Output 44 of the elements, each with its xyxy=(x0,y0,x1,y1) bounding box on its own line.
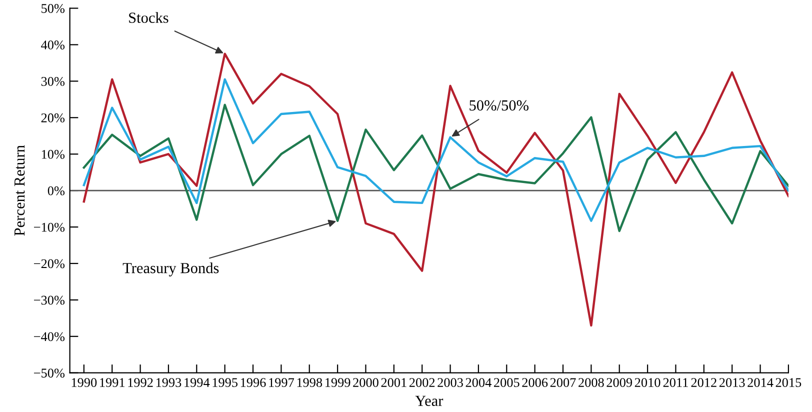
y-tick-label: 50% xyxy=(42,4,65,13)
x-tick-label: 2002 xyxy=(409,378,435,388)
x-tick-label: 1992 xyxy=(128,378,153,388)
x-tick-label: 1998 xyxy=(297,378,322,388)
x-tick-label: 2009 xyxy=(606,378,632,388)
x-tick-label: 2007 xyxy=(550,378,576,388)
x-tick-label: 2000 xyxy=(353,378,378,388)
y-tick-label: −40% xyxy=(34,332,65,342)
y-tick-label: 30% xyxy=(41,76,65,86)
x-tick-label: 2005 xyxy=(494,378,520,388)
x-tick-label: 1996 xyxy=(240,378,266,388)
x-tick-label: 1994 xyxy=(184,378,210,388)
y-tick-label: −50% xyxy=(34,368,65,378)
annotation: Treasury Bonds xyxy=(122,262,219,276)
y-tick-label: −30% xyxy=(34,296,65,305)
x-tick-label: 1993 xyxy=(156,378,182,388)
x-tick-label: 2014 xyxy=(748,378,774,388)
line-series xyxy=(82,78,788,222)
y-tick-label: −10% xyxy=(34,222,65,232)
x-tick-label: 1995 xyxy=(212,378,238,388)
annotation: 50%/50% xyxy=(470,100,528,111)
y-axis-title: Percent Return xyxy=(14,145,25,236)
y-tick-label: −20% xyxy=(34,259,65,268)
x-tick-label: 2013 xyxy=(719,378,745,388)
x-tick-label: 2008 xyxy=(578,378,604,388)
x-tick-label: 2004 xyxy=(466,378,492,388)
x-tick-label: 2003 xyxy=(438,378,463,388)
y-tick-label: 10% xyxy=(42,150,65,159)
x-tick-label: 2015 xyxy=(776,378,802,388)
x-axis-title: Year xyxy=(415,396,444,406)
x-tick-label: 2012 xyxy=(691,378,716,388)
x-tick-label: 2011 xyxy=(663,378,688,388)
line-series xyxy=(82,52,788,327)
x-tick-label: 1999 xyxy=(326,378,350,388)
x-tick-label: 2006 xyxy=(522,378,548,388)
y-tick-label: 40% xyxy=(41,40,65,50)
x-tick-label: 1990 xyxy=(72,378,97,388)
y-tick-label: 20% xyxy=(41,113,65,122)
x-tick-label: 1997 xyxy=(269,378,294,388)
x-tick-label: 2001 xyxy=(381,378,406,388)
annotation: Stocks xyxy=(129,12,168,23)
y-tick-label: 0% xyxy=(48,186,65,196)
x-tick-label: 2010 xyxy=(634,378,660,388)
x-tick-label: 1991 xyxy=(100,378,125,388)
